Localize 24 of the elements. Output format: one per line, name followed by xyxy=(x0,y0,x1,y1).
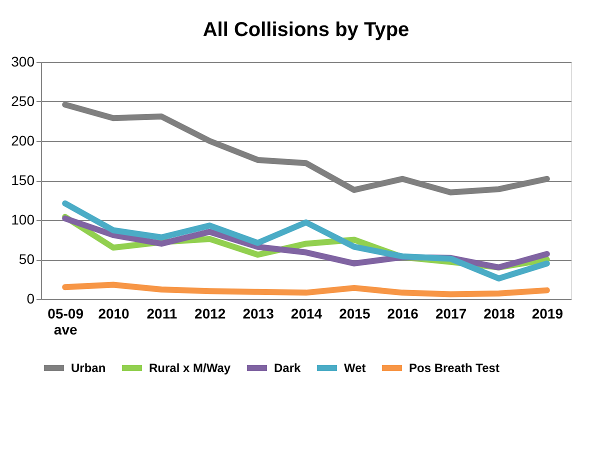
x-tick-label: 2015 xyxy=(339,306,370,322)
y-tick-label: 150 xyxy=(11,172,35,188)
legend-label: Pos Breath Test xyxy=(409,361,500,375)
x-tick-label: 2017 xyxy=(435,306,467,322)
x-tick-label: 2013 xyxy=(242,306,274,322)
x-tick-label: 2018 xyxy=(484,306,516,322)
x-tick-label: 2019 xyxy=(532,306,564,322)
legend-label: Urban xyxy=(71,361,106,375)
y-tick-label: 250 xyxy=(11,93,35,109)
x-tick-label: 2012 xyxy=(194,306,226,322)
y-tick-label: 100 xyxy=(11,212,35,228)
x-tick-label: 2014 xyxy=(290,306,322,322)
x-tick-label: 2010 xyxy=(98,306,130,322)
chart-title: All Collisions by Type xyxy=(202,19,410,41)
x-tick-label: 2016 xyxy=(387,306,419,322)
legend-label: Rural x M/Way xyxy=(149,361,231,375)
y-tick-label: 300 xyxy=(11,54,35,70)
x-tick-label: 05-09 ave xyxy=(48,306,84,338)
x-tick-label: 2011 xyxy=(146,306,178,322)
y-tick-label: 0 xyxy=(26,290,35,306)
legend-label: Wet xyxy=(344,361,366,375)
y-tick-label: 50 xyxy=(18,251,35,267)
legend-label: Dark xyxy=(274,361,302,375)
y-tick-label: 200 xyxy=(11,132,35,148)
